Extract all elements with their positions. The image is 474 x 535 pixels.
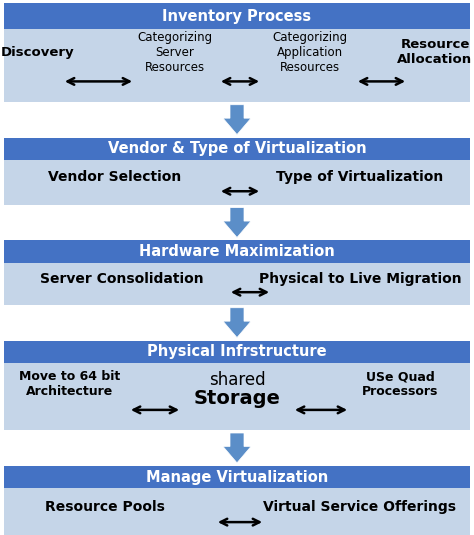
- Text: USe Quad
Processors: USe Quad Processors: [362, 370, 438, 399]
- Text: Hardware Maximization: Hardware Maximization: [139, 244, 335, 259]
- Text: Manage Virtualization: Manage Virtualization: [146, 470, 328, 485]
- Text: Storage: Storage: [193, 389, 281, 408]
- FancyBboxPatch shape: [4, 3, 470, 29]
- Text: Vendor Selection: Vendor Selection: [48, 170, 182, 184]
- Text: Physical to Live Migration: Physical to Live Migration: [259, 272, 461, 286]
- FancyBboxPatch shape: [4, 466, 470, 488]
- Text: Server Consolidation: Server Consolidation: [40, 272, 204, 286]
- FancyBboxPatch shape: [4, 160, 470, 205]
- Text: Categorizing
Application
Resources: Categorizing Application Resources: [273, 31, 347, 74]
- FancyBboxPatch shape: [4, 240, 470, 263]
- Polygon shape: [223, 433, 251, 463]
- FancyBboxPatch shape: [4, 363, 470, 430]
- Polygon shape: [223, 308, 251, 338]
- Text: Physical Infrstructure: Physical Infrstructure: [147, 344, 327, 360]
- Polygon shape: [223, 105, 251, 135]
- Text: Categorizing
Server
Resources: Categorizing Server Resources: [137, 31, 212, 74]
- FancyBboxPatch shape: [4, 488, 470, 535]
- Text: Resource Pools: Resource Pools: [45, 500, 165, 514]
- Text: Inventory Process: Inventory Process: [163, 9, 311, 24]
- Polygon shape: [223, 208, 251, 238]
- FancyBboxPatch shape: [4, 263, 470, 305]
- Text: shared: shared: [209, 371, 265, 389]
- Text: Move to 64 bit
Architecture: Move to 64 bit Architecture: [19, 370, 120, 399]
- Text: Type of Virtualization: Type of Virtualization: [276, 170, 444, 184]
- FancyBboxPatch shape: [4, 341, 470, 363]
- FancyBboxPatch shape: [4, 137, 470, 160]
- FancyBboxPatch shape: [4, 29, 470, 102]
- Text: Vendor & Type of Virtualization: Vendor & Type of Virtualization: [108, 141, 366, 156]
- Text: Resource
Allocation: Resource Allocation: [397, 39, 473, 66]
- Text: Discovery: Discovery: [1, 46, 75, 59]
- Text: Virtual Service Offerings: Virtual Service Offerings: [264, 500, 456, 514]
